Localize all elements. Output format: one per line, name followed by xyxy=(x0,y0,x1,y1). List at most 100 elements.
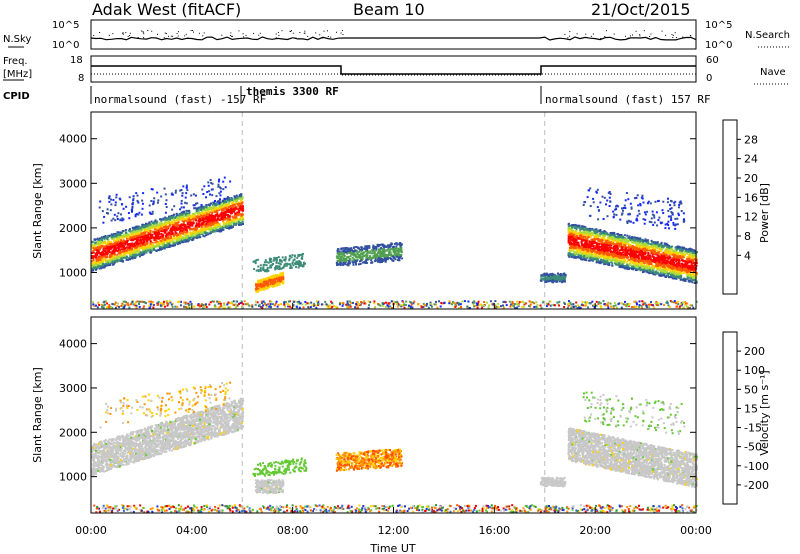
nsearch-point xyxy=(295,37,296,38)
nsearch-point xyxy=(569,31,570,32)
echo-cell xyxy=(210,231,212,233)
echo-cell xyxy=(95,256,97,258)
echo-cell xyxy=(116,235,118,237)
echo-cell xyxy=(143,247,145,249)
echo-cell xyxy=(190,232,192,234)
echo-cell xyxy=(143,240,145,242)
nsearch-point xyxy=(193,32,194,33)
nsearch-point xyxy=(304,31,305,32)
nsearch-point xyxy=(675,32,676,33)
echo-cell xyxy=(216,207,218,209)
echo-cell xyxy=(152,244,154,246)
nsearch-point xyxy=(282,30,283,31)
echo-cell xyxy=(202,217,204,219)
nsky-panel: N.Sky 10^5 10^0 10^5 10^0 N.Search xyxy=(3,20,790,51)
nsearch-point xyxy=(606,30,607,31)
echo-cell xyxy=(104,259,106,261)
echo-cell xyxy=(137,195,139,197)
echo-cell xyxy=(204,206,206,208)
echo-cell xyxy=(189,222,191,224)
echo-cell xyxy=(109,263,111,265)
echo-cell xyxy=(97,259,99,261)
echo-cell xyxy=(104,242,106,244)
echo-cell xyxy=(227,204,229,206)
echo-cell xyxy=(161,247,163,249)
echo-cell xyxy=(127,236,129,238)
echo-cell xyxy=(119,259,121,261)
echo-cell xyxy=(115,249,117,251)
echo-cell xyxy=(144,231,146,233)
echo-cell xyxy=(92,256,94,258)
nsearch-point xyxy=(138,37,139,38)
echo-cell xyxy=(186,235,188,237)
echo-cell xyxy=(177,234,179,236)
echo-cell xyxy=(187,225,189,227)
echo-cell xyxy=(159,248,161,250)
echo-cell xyxy=(207,211,209,213)
echo-cell xyxy=(148,246,150,248)
echo-cell xyxy=(142,251,144,253)
echo-cell xyxy=(200,232,202,234)
echo-cell xyxy=(207,219,209,221)
echo-cell xyxy=(99,248,101,250)
echo-cell xyxy=(199,218,201,220)
echo-cell xyxy=(181,214,183,216)
echo-cell xyxy=(213,203,215,205)
echo-cell xyxy=(216,210,218,212)
echo-cell xyxy=(223,205,225,207)
echo-cell xyxy=(242,216,244,218)
echo-cell xyxy=(114,242,116,244)
echo-cell xyxy=(136,250,138,252)
echo-cell xyxy=(156,221,158,223)
echo-cell xyxy=(155,236,157,238)
echo-cell xyxy=(187,223,189,225)
echo-cell xyxy=(102,258,104,260)
echo-cell xyxy=(183,234,185,236)
echo-cell xyxy=(161,225,163,227)
echo-cell xyxy=(177,239,179,241)
nsearch-point xyxy=(585,34,586,35)
echo-cell xyxy=(138,249,140,251)
echo-cell xyxy=(232,202,234,204)
echo-cell xyxy=(115,204,117,206)
nsearch-point xyxy=(187,37,188,38)
echo-cell xyxy=(121,257,123,259)
echo-cell xyxy=(191,215,193,217)
echo-cell xyxy=(164,231,166,233)
nsearch-point xyxy=(567,37,568,38)
echo-cell xyxy=(199,230,201,232)
echo-cell xyxy=(179,238,181,240)
echo-cell xyxy=(118,237,120,239)
echo-cell xyxy=(233,211,235,213)
echo-cell xyxy=(140,239,142,241)
echo-cell xyxy=(129,258,131,260)
echo-cell xyxy=(195,227,197,229)
nsearch-point xyxy=(253,33,254,34)
echo-cell xyxy=(208,207,210,209)
echo-cell xyxy=(190,235,192,237)
nsearch-point xyxy=(147,30,148,31)
echo-cell xyxy=(131,239,133,241)
echo-cell xyxy=(121,260,123,262)
echo-cell xyxy=(98,263,100,265)
echo-cell xyxy=(193,236,195,238)
echo-cell xyxy=(220,205,222,207)
echo-cell xyxy=(128,252,130,254)
echo-cell xyxy=(175,220,177,222)
echo-cell xyxy=(191,239,193,241)
echo-cell xyxy=(140,228,142,230)
cpid-segment-3: normalsound (fast) 157 RF xyxy=(545,93,711,106)
nsearch-point xyxy=(178,36,179,37)
nsearch-ymax: 10^5 xyxy=(705,20,732,31)
echo-cell xyxy=(107,252,109,254)
echo-cell xyxy=(160,236,162,238)
nsearch-point xyxy=(343,34,344,35)
echo-cell xyxy=(215,224,217,226)
echo-cell xyxy=(144,226,146,228)
echo-cell xyxy=(120,242,122,244)
echo-cell xyxy=(234,196,236,198)
echo-cell xyxy=(108,261,110,263)
echo-cell xyxy=(167,218,169,220)
nsearch-point xyxy=(625,36,626,37)
echo-cell xyxy=(146,252,148,254)
